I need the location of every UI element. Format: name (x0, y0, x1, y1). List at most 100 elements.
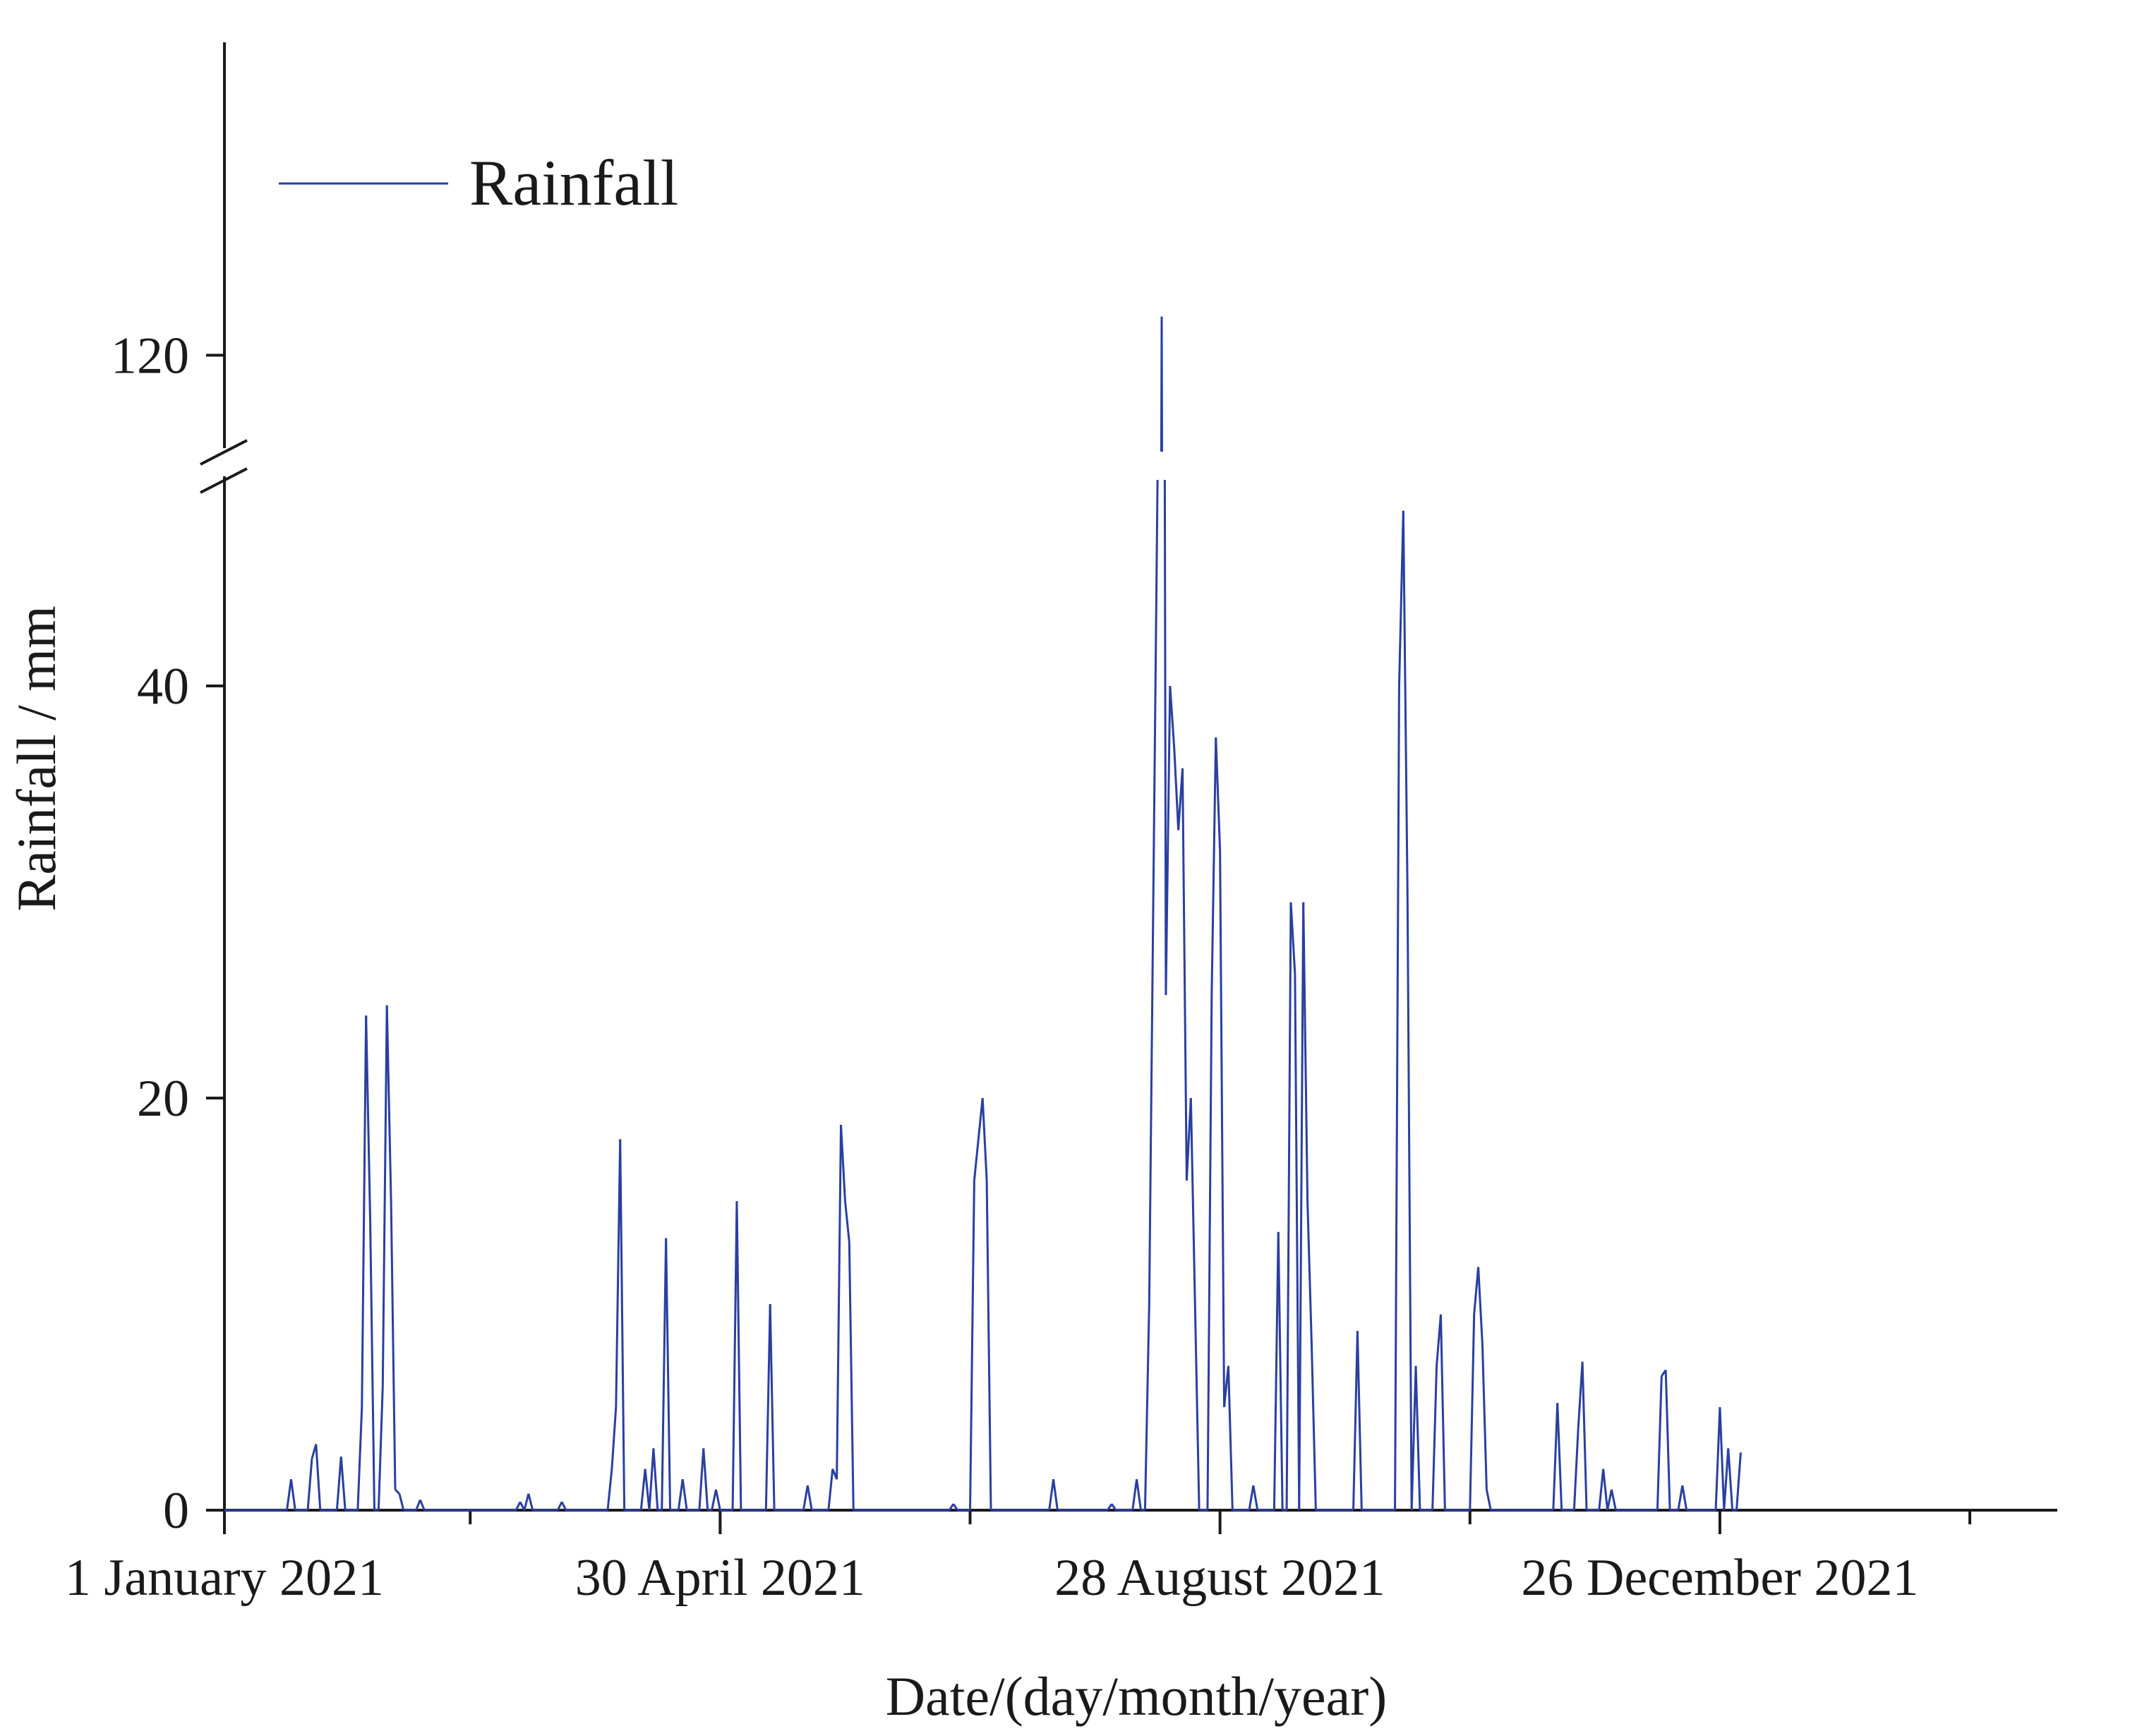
rainfall-line-segment (702, 1448, 709, 1511)
rainfall-line-segment (1681, 1485, 1688, 1511)
rainfall-line-segment (1664, 1370, 1671, 1511)
rainfall-line-segment (1677, 1485, 1684, 1511)
rainfall-line-segment (1285, 902, 1292, 1511)
rainfall-line-segment (615, 1139, 622, 1408)
rainfall-line-segment (948, 1503, 955, 1511)
rainfall-line-segment (1189, 1097, 1196, 1305)
rainfall-line-segment (1572, 1428, 1580, 1511)
rainfall-line-segment (1410, 1366, 1417, 1511)
rainfall-line-segment (1131, 1478, 1138, 1511)
rainfall-line-segment (1477, 1267, 1484, 1346)
rainfall-line-segment (661, 1238, 668, 1511)
rainfall-line-segment (952, 1503, 959, 1511)
rainfall-line-segment (1163, 479, 1167, 996)
rainfall-line-segment (1723, 1448, 1730, 1511)
rainfall-line-segment (1356, 1330, 1363, 1511)
y-tick-label: 20 (137, 1070, 189, 1128)
rainfall-line-segment (390, 1200, 397, 1490)
legend-label-rainfall: Rainfall (469, 147, 678, 219)
rainfall-line-segment (515, 1501, 522, 1511)
rainfall-line-segment (1152, 479, 1159, 893)
rainfall-line-segment (714, 1489, 721, 1511)
rainfall-line-segment (1719, 1406, 1726, 1511)
y-tick-label: 0 (163, 1482, 189, 1540)
rainfall-line-segment (339, 1456, 347, 1511)
rainfall-line-segment (639, 1469, 646, 1511)
rainfall-line-segment (1431, 1366, 1438, 1511)
rainfall-line-segment (361, 1015, 368, 1408)
rainfall-line-segment (1556, 1403, 1563, 1511)
y-axis-title: Rainfall / mm (6, 605, 67, 911)
rainfall-line-segment (356, 1406, 363, 1511)
rainfall-line-segment (1277, 1231, 1284, 1511)
y-tick-label: 120 (111, 327, 189, 385)
rainfall-line-segment (1165, 685, 1172, 996)
rainfall-line-segment (1294, 974, 1301, 1511)
rainfall-line-segment (1227, 1366, 1234, 1511)
axes (200, 42, 2057, 1534)
y-axis-break-mark (200, 439, 248, 466)
rainfall-line-segment (1298, 902, 1305, 1511)
rainfall-line-segment (764, 1303, 771, 1511)
rainfall-line-segment (981, 1097, 988, 1181)
rainfall-line-segment (1136, 1478, 1142, 1511)
rainfall-line-segment (1310, 1345, 1317, 1511)
rainfall-line-segment (1485, 1489, 1492, 1511)
y-tick-label: 40 (137, 658, 189, 716)
rainfall-line-segment (1581, 1361, 1588, 1511)
rainfall-line-segment (1602, 1469, 1609, 1511)
rainfall-line-segment (1173, 747, 1180, 831)
rainfall-line-segment (681, 1478, 688, 1511)
rainfall-line-segment (827, 1469, 834, 1511)
x-axis-title: Date/(day/month/year) (886, 1665, 1387, 1727)
rainfall-line-segment (1193, 1303, 1201, 1511)
rainfall-line-segment (735, 1200, 742, 1511)
rainfall-line-segment (677, 1478, 684, 1511)
rainfall-line-segment (1181, 768, 1188, 1181)
rainfall-line-segment (1735, 1452, 1742, 1511)
rainfall-line-segment (1414, 1366, 1421, 1511)
rainfall-line-segment (711, 1489, 717, 1511)
rainfall-line-segment (1394, 685, 1400, 1511)
rainfall-line-segment (335, 1456, 342, 1511)
x-tick-label: 1 January 2021 (65, 1549, 384, 1607)
series-layer (224, 316, 1742, 1512)
rainfall-line-segment (419, 1499, 426, 1511)
rainfall-line-segment (1289, 902, 1296, 975)
rainfall-line-segment (769, 1303, 776, 1511)
rainfall-line-segment (365, 1015, 372, 1222)
rainfall-line-segment (619, 1139, 626, 1511)
rainfall-line-segment (648, 1448, 655, 1511)
rainfall-line-segment (381, 1005, 388, 1387)
rainfall-line-segment (1302, 902, 1309, 1202)
rainfall-line-segment (306, 1458, 313, 1511)
rainfall-line-segment (1352, 1330, 1359, 1511)
rainfall-line-segment (652, 1448, 659, 1511)
rainfall-line-segment (385, 1005, 392, 1202)
rainfall-line-segment (1598, 1469, 1605, 1511)
rainfall-line-segment (1110, 1503, 1117, 1511)
rainfall-line-segment (1210, 737, 1217, 996)
rainfall-line-segment (315, 1444, 322, 1511)
rainfall-line-segment (1169, 685, 1176, 748)
rainfall-line-segment (973, 1139, 980, 1181)
rainfall-line-segment (1714, 1406, 1721, 1511)
rainfall-line-segment (286, 1478, 292, 1511)
rainfall-line-segment (806, 1485, 813, 1511)
rainfall-line-segment (969, 1180, 975, 1511)
rainfall-line-segment (1248, 1485, 1255, 1511)
rainfall-line-segment (1215, 737, 1222, 851)
rainfall-line-segment (398, 1493, 405, 1511)
rainfall-line-segment (1148, 891, 1155, 1305)
rainfall-line-segment (802, 1485, 809, 1511)
rainfall-line-segment (523, 1493, 530, 1511)
rainfall-line-segment (1552, 1403, 1559, 1511)
rainfall-line-segment (1052, 1478, 1059, 1511)
rainfall-line-segment (415, 1499, 421, 1511)
rainfall-line-segment (527, 1493, 534, 1511)
rainfall-line-segment (1252, 1485, 1259, 1511)
rainfall-line-segment (843, 1200, 850, 1243)
rainfall-line-segment (556, 1501, 563, 1511)
y-axis-break-mark (200, 467, 248, 494)
